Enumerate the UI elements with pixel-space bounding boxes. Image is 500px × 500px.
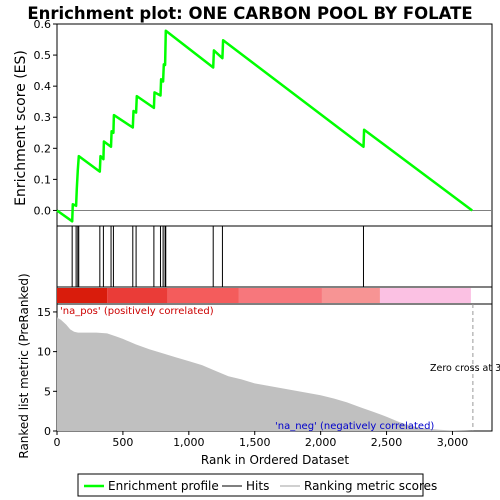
x-axis-title: Rank in Ordered Dataset: [201, 453, 349, 467]
x-tick-label: 3,000: [437, 436, 469, 449]
hits-panel-frame: [56, 225, 493, 288]
chart-title: Enrichment plot: ONE CARBON POOL BY FOLA…: [27, 4, 472, 23]
rank-y-tick-label: 10: [37, 346, 51, 359]
ranking-metric-area: [57, 317, 473, 431]
color-bar-segment: [107, 288, 168, 303]
es-y-tick-label: 0.6: [34, 18, 52, 31]
rank-y-tick-label: 5: [44, 385, 51, 398]
legend: Enrichment profile Hits Ranking metric sco…: [84, 479, 437, 493]
es-panel: 0.0 0.1 0.2 0.3 0.4 0.5 0.6: [34, 18, 492, 223]
legend-label: Ranking metric scores: [304, 479, 437, 493]
x-tick-label: 2,500: [371, 436, 403, 449]
color-bar-segment: [321, 288, 380, 303]
color-bar-segment: [167, 288, 239, 303]
x-tick-label: 0: [54, 436, 61, 449]
color-bar-segment: [379, 288, 471, 303]
legend-label: Enrichment profile: [108, 479, 219, 493]
x-tick-label: 1,000: [173, 436, 205, 449]
es-y-tick-label: 0.4: [34, 80, 52, 93]
es-y-tick-label: 0.5: [34, 49, 52, 62]
rank-y-tick-label: 0: [44, 425, 51, 438]
x-tick-label: 1,500: [239, 436, 271, 449]
legend-label: Hits: [246, 479, 269, 493]
es-y-tick-label: 0.2: [34, 142, 52, 155]
neg-correlated-label: 'na_neg' (negatively correlated): [275, 421, 434, 432]
enrichment-profile-line: [56, 29, 473, 223]
color-bar: [57, 288, 471, 303]
x-tick-label: 500: [112, 436, 133, 449]
x-tick-label: 2,000: [305, 436, 337, 449]
es-y-tick-label: 0.0: [34, 204, 52, 217]
color-bar-segment: [57, 288, 108, 303]
es-y-axis-title: Enrichment score (ES): [13, 50, 29, 206]
pos-correlated-label: 'na_pos' (positively correlated): [60, 306, 214, 317]
zero-cross-label: Zero cross at 3: [430, 363, 500, 374]
rank-y-axis-title: Ranked list metric (PreRanked): [17, 273, 31, 458]
color-bar-segment: [238, 288, 322, 303]
rank-y-tick-label: 15: [37, 306, 51, 319]
es-y-tick-label: 0.1: [34, 173, 52, 186]
legend-box: [77, 473, 424, 497]
rank-panel: 0 5 10 15 0 500 1,000 1,500 2,000 2,500 3,000: [37, 304, 474, 449]
es-y-tick-label: 0.3: [34, 111, 52, 124]
es-panel-frame: [56, 23, 493, 227]
hits-panel: [71, 226, 364, 287]
